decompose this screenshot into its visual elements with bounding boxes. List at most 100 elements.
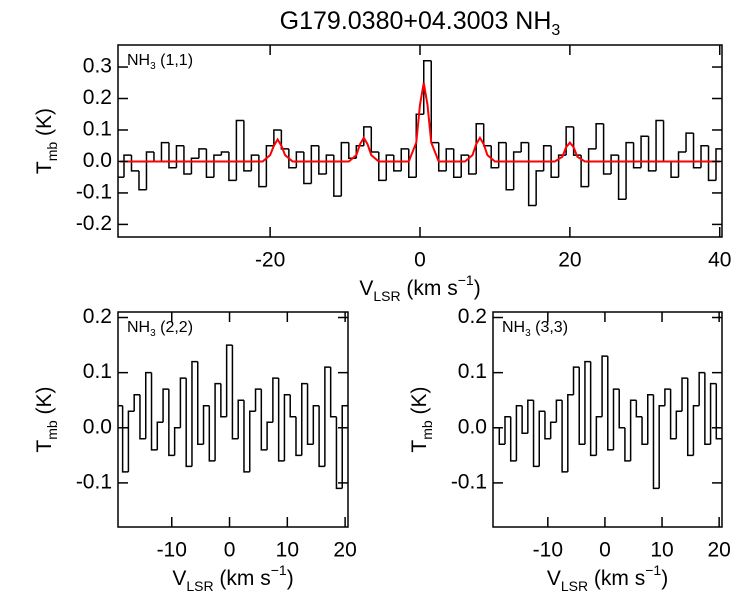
spectrum-step bbox=[561, 400, 568, 473]
spectrum-step bbox=[704, 372, 711, 446]
x-tick-label: 40 bbox=[708, 249, 731, 272]
spectrum-step bbox=[515, 404, 523, 461]
spectrum-step bbox=[225, 344, 233, 417]
spectrum-step bbox=[273, 129, 282, 146]
x-tick-label: 0 bbox=[414, 249, 426, 272]
spectrum-step bbox=[190, 157, 199, 175]
spectrum-step bbox=[652, 394, 660, 490]
spectrum-step bbox=[153, 152, 162, 163]
y-tick-label: -0.1 bbox=[76, 470, 112, 493]
panel-label-part: (1,1) bbox=[156, 52, 193, 69]
spectrum-step bbox=[306, 383, 314, 446]
spectrum-step bbox=[658, 404, 665, 489]
spectrum-step bbox=[669, 389, 677, 440]
spectrum-step bbox=[202, 404, 210, 445]
spectrum-step bbox=[213, 154, 222, 178]
spectrum-step bbox=[243, 400, 250, 473]
x-axis-label-part: (km s bbox=[401, 277, 458, 300]
spectrum-step bbox=[318, 145, 327, 175]
spectrum-step bbox=[220, 151, 229, 156]
spectrum-step bbox=[127, 410, 135, 472]
spectrum-step bbox=[235, 119, 244, 181]
panel-label-part: NH bbox=[127, 319, 150, 336]
spectrum-step bbox=[150, 372, 158, 451]
spectrum-step bbox=[692, 404, 700, 456]
spectrum-step bbox=[584, 360, 591, 445]
spectrum-step bbox=[707, 145, 717, 182]
spectrum-step bbox=[640, 135, 649, 168]
spectrum-step bbox=[198, 148, 207, 159]
spectrum-step bbox=[318, 405, 325, 468]
x-tick-label: 20 bbox=[558, 249, 581, 272]
y-tick-label: 0.0 bbox=[83, 149, 112, 172]
spectrum-step bbox=[595, 122, 604, 149]
spectrum-step bbox=[289, 394, 296, 418]
panel-label-part: NH bbox=[127, 52, 150, 69]
spectrum-step bbox=[520, 141, 529, 153]
axes-frame bbox=[117, 311, 349, 528]
panel-label: NH3 (3,3) bbox=[502, 319, 568, 339]
spectrum-step bbox=[370, 126, 379, 153]
spectrum-step bbox=[535, 170, 544, 206]
spectrum-step bbox=[482, 123, 492, 147]
spectrum-step bbox=[144, 371, 152, 439]
spectrum-step bbox=[228, 152, 237, 182]
x-axis-label-part: ) bbox=[661, 567, 668, 590]
panel-label-part: NH bbox=[502, 319, 525, 336]
spectrum-step bbox=[243, 120, 252, 172]
spectrum-step bbox=[422, 59, 432, 115]
y-axis-label-part: (K) bbox=[408, 386, 431, 420]
spectrum-step bbox=[329, 367, 337, 418]
spectrum-step bbox=[214, 382, 221, 461]
spectrum-step bbox=[527, 399, 534, 434]
axes-frame bbox=[492, 311, 723, 528]
spectrum-step bbox=[675, 410, 683, 439]
spectrum-step bbox=[145, 151, 154, 190]
spectrum-step bbox=[629, 399, 637, 461]
spectrum-step bbox=[715, 383, 722, 440]
x-tick-label: 10 bbox=[276, 539, 299, 562]
spectrum-step bbox=[497, 141, 507, 168]
y-axis-label-part: T bbox=[408, 440, 431, 453]
spectrum-step bbox=[191, 360, 198, 467]
spectrum-step bbox=[272, 377, 279, 423]
x-axis-label-part: LSR bbox=[186, 578, 213, 594]
y-axis-label: Tmb (K) bbox=[408, 386, 435, 452]
y-axis-label-part: (K) bbox=[33, 108, 56, 142]
panel-label-part: (2,2) bbox=[156, 319, 193, 336]
spectrum-step bbox=[168, 142, 177, 169]
spectrum-step bbox=[595, 415, 603, 456]
y-axis-label-part: T bbox=[33, 161, 56, 174]
spectrum-step bbox=[460, 154, 469, 178]
spectrum-step bbox=[617, 155, 627, 200]
spectrum-step bbox=[208, 405, 216, 462]
spectrum-step bbox=[196, 361, 204, 446]
spectrum-step bbox=[168, 389, 175, 457]
spectrum-step bbox=[681, 377, 688, 412]
spectrum-step bbox=[303, 152, 312, 185]
spectrum-step bbox=[544, 411, 551, 440]
spectrum-step bbox=[445, 148, 454, 171]
spectrum-step bbox=[504, 415, 511, 445]
plot-area bbox=[118, 344, 348, 490]
panel-label: NH3 (2,2) bbox=[127, 319, 193, 339]
x-tick-label: 0 bbox=[224, 539, 236, 562]
spectrum-step bbox=[700, 144, 709, 168]
spectrum-step bbox=[567, 393, 574, 472]
spectrum-step bbox=[580, 155, 589, 188]
plot-area bbox=[493, 355, 722, 490]
chart-title-part: 3 bbox=[551, 22, 560, 39]
y-axis-label-part: (K) bbox=[33, 386, 56, 420]
spectrum-step bbox=[549, 421, 557, 439]
panel-label-part: 3 bbox=[150, 328, 156, 339]
spectrum-step bbox=[160, 141, 169, 162]
spectrum-step bbox=[490, 145, 499, 169]
spectrum-step bbox=[260, 389, 268, 451]
panel-label-part: 3 bbox=[525, 328, 531, 339]
chart-title: G179.0380+04.3003 NH3 bbox=[280, 7, 561, 39]
x-axis-label-part: LSR bbox=[561, 578, 588, 594]
x-axis-label-part: V bbox=[359, 277, 373, 300]
spectrum-step bbox=[312, 404, 320, 445]
y-axis-label: Tmb (K) bbox=[33, 386, 60, 452]
spectrum-step bbox=[538, 410, 545, 467]
